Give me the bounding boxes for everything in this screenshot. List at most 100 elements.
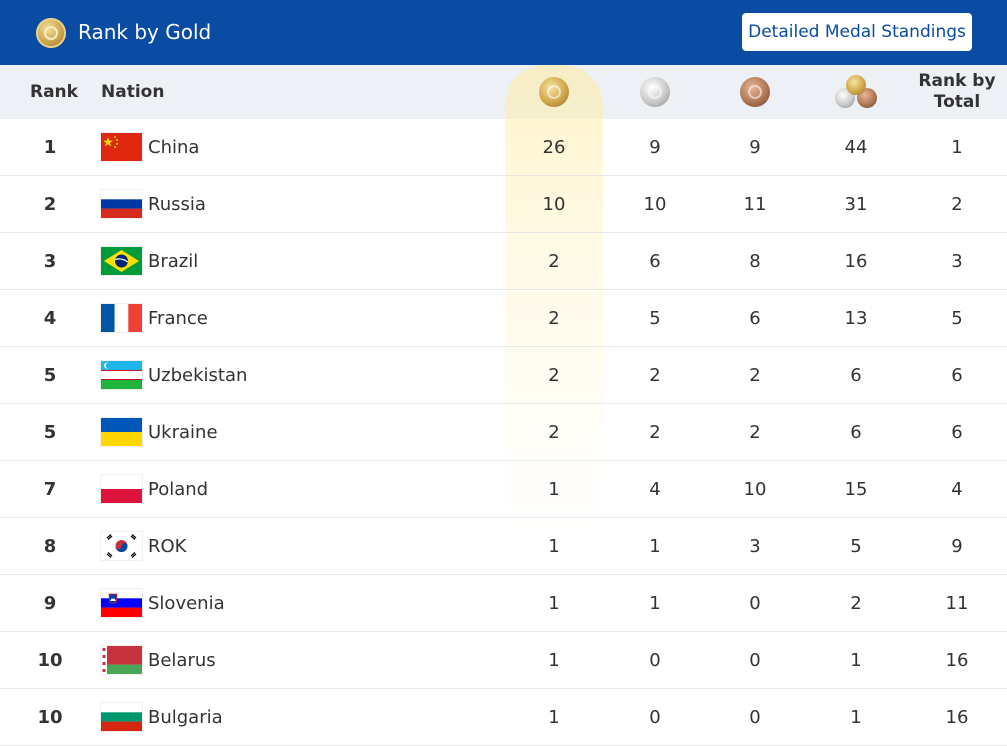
- table-row[interactable]: 10 Bulgaria 1 0 0 1 16: [0, 689, 1007, 746]
- silver-count: 2: [649, 422, 661, 443]
- total-count: 15: [844, 479, 868, 500]
- bronze-count: 2: [749, 422, 761, 443]
- gold-count: 2: [548, 251, 560, 272]
- rank-cell: 10: [37, 707, 63, 728]
- nation-name[interactable]: Ukraine: [148, 422, 218, 443]
- table-row[interactable]: 3 Brazil 2 6 8 16 3: [0, 233, 1007, 290]
- nation-name[interactable]: Russia: [148, 194, 206, 215]
- silver-count: 2: [649, 365, 661, 386]
- fr-flag-icon: [101, 304, 142, 332]
- total-count: 6: [850, 422, 862, 443]
- nation-name[interactable]: Uzbekistan: [148, 365, 248, 386]
- rank-by-total-cell: 9: [951, 536, 963, 557]
- ru-flag-icon: [101, 190, 142, 218]
- total-medals-icon[interactable]: [833, 75, 881, 109]
- rank-cell: 7: [43, 479, 57, 500]
- table-row[interactable]: 1 China 26 9 9 44 1: [0, 119, 1007, 176]
- gold-count: 2: [548, 365, 560, 386]
- br-flag-icon: [101, 247, 142, 275]
- pl-flag-icon: [101, 475, 142, 503]
- nation-name[interactable]: Belarus: [148, 650, 216, 671]
- silver-count: 4: [649, 479, 661, 500]
- total-count: 2: [850, 593, 862, 614]
- rank-by-total-cell: 1: [951, 137, 963, 158]
- rank-by-total-cell: 16: [945, 707, 969, 728]
- total-count: 16: [844, 251, 868, 272]
- silver-count: 10: [643, 194, 667, 215]
- nation-name[interactable]: Slovenia: [148, 593, 225, 614]
- nation-column-header[interactable]: Nation: [101, 82, 165, 102]
- rank-column-header[interactable]: Rank: [30, 82, 78, 102]
- gold-column-highlight: [505, 65, 603, 535]
- silver-count: 1: [649, 593, 661, 614]
- gold-count: 26: [542, 137, 566, 158]
- table-row[interactable]: 5 Ukraine 2 2 2 6 6: [0, 404, 1007, 461]
- gold-count: 1: [548, 707, 560, 728]
- silver-medal-icon[interactable]: [640, 77, 670, 107]
- rank-cell: 9: [43, 593, 57, 614]
- gold-count: 10: [542, 194, 566, 215]
- bronze-count: 2: [749, 365, 761, 386]
- total-count: 13: [844, 308, 868, 329]
- medal-table-body: 1 China 26 9 9 44 1 2 Russia 10 10 11 31 2 3 Brazil 2 6 8 1…: [0, 119, 1007, 746]
- gold-count: 1: [548, 536, 560, 557]
- bronze-count: 0: [749, 650, 761, 671]
- nation-name[interactable]: Brazil: [148, 251, 199, 272]
- table-row[interactable]: 4 France 2 5 6 13 5: [0, 290, 1007, 347]
- nation-name[interactable]: Poland: [148, 479, 209, 500]
- rank-by-total-cell: 5: [951, 308, 963, 329]
- bronze-medal-icon[interactable]: [740, 77, 770, 107]
- rank-cell: 8: [43, 536, 57, 557]
- total-count: 5: [850, 536, 862, 557]
- silver-count: 0: [649, 650, 661, 671]
- silver-count: 9: [649, 137, 661, 158]
- rank-by-total-cell: 11: [945, 593, 969, 614]
- gold-count: 2: [548, 308, 560, 329]
- table-row[interactable]: 7 Poland 1 4 10 15 4: [0, 461, 1007, 518]
- rank-by-total-cell: 4: [951, 479, 963, 500]
- rank-by-total-cell: 16: [945, 650, 969, 671]
- bronze-count: 8: [749, 251, 761, 272]
- uz-flag-icon: [101, 361, 142, 389]
- silver-count: 0: [649, 707, 661, 728]
- rank-by-total-column-header[interactable]: Rank by Total: [918, 71, 996, 112]
- cn-flag-icon: [101, 133, 142, 161]
- bg-flag-icon: [101, 703, 142, 731]
- rank-by-total-cell: 2: [951, 194, 963, 215]
- rank-cell: 1: [43, 137, 57, 158]
- total-count: 1: [850, 707, 862, 728]
- table-row[interactable]: 10 Belarus 1 0 0 1 16: [0, 632, 1007, 689]
- nation-name[interactable]: Bulgaria: [148, 707, 223, 728]
- detailed-medal-standings-button[interactable]: Detailed Medal Standings: [742, 13, 972, 51]
- total-count: 31: [844, 194, 868, 215]
- rank-cell: 5: [43, 422, 57, 443]
- table-row[interactable]: 8 ROK 1 1 3 5 9: [0, 518, 1007, 575]
- si-flag-icon: [101, 589, 142, 617]
- table-row[interactable]: 2 Russia 10 10 11 31 2: [0, 176, 1007, 233]
- silver-count: 5: [649, 308, 661, 329]
- silver-count: 6: [649, 251, 661, 272]
- rank-by-total-cell: 6: [951, 422, 963, 443]
- gold-count: 1: [548, 593, 560, 614]
- bronze-count: 6: [749, 308, 761, 329]
- rank-cell: 10: [37, 650, 63, 671]
- table-row[interactable]: 9 Slovenia 1 1 0 2 11: [0, 575, 1007, 632]
- gold-medal-icon[interactable]: [539, 77, 569, 107]
- rank-cell: 2: [43, 194, 57, 215]
- table-row[interactable]: 5 Uzbekistan 2 2 2 6 6: [0, 347, 1007, 404]
- top-bar: Rank by Gold Detailed Medal Standings: [0, 0, 1007, 65]
- total-count: 1: [850, 650, 862, 671]
- gold-count: 1: [548, 650, 560, 671]
- rank-by-total-cell: 6: [951, 365, 963, 386]
- gold-count: 1: [548, 479, 560, 500]
- gold-count: 2: [548, 422, 560, 443]
- bronze-count: 11: [743, 194, 767, 215]
- nation-name[interactable]: China: [148, 137, 200, 158]
- kr-flag-icon: [101, 532, 142, 560]
- total-count: 44: [844, 137, 868, 158]
- nation-name[interactable]: ROK: [148, 536, 187, 557]
- bronze-count: 0: [749, 593, 761, 614]
- bronze-count: 10: [743, 479, 767, 500]
- ua-flag-icon: [101, 418, 142, 446]
- nation-name[interactable]: France: [148, 308, 208, 329]
